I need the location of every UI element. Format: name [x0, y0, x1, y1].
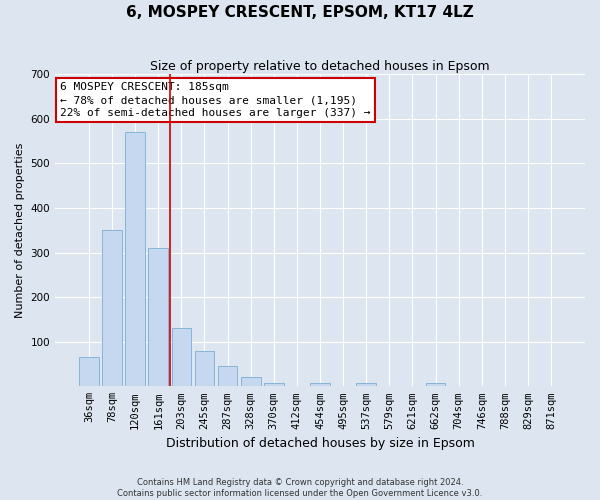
Bar [102, 230, 122, 386]
Bar [194, 350, 214, 386]
Bar [426, 382, 445, 386]
Text: 6, MOSPEY CRESCENT, EPSOM, KT17 4LZ: 6, MOSPEY CRESCENT, EPSOM, KT17 4LZ [126, 5, 474, 20]
Text: Contains HM Land Registry data © Crown copyright and database right 2024.
Contai: Contains HM Land Registry data © Crown c… [118, 478, 482, 498]
Bar [356, 382, 376, 386]
Bar [310, 382, 330, 386]
Bar [125, 132, 145, 386]
Bar [172, 328, 191, 386]
Title: Size of property relative to detached houses in Epsom: Size of property relative to detached ho… [150, 60, 490, 73]
Bar [148, 248, 168, 386]
Y-axis label: Number of detached properties: Number of detached properties [15, 142, 25, 318]
Bar [218, 366, 238, 386]
Bar [264, 382, 284, 386]
Bar [241, 378, 260, 386]
Text: 6 MOSPEY CRESCENT: 185sqm
← 78% of detached houses are smaller (1,195)
22% of se: 6 MOSPEY CRESCENT: 185sqm ← 78% of detac… [61, 82, 371, 118]
Bar [79, 358, 99, 386]
X-axis label: Distribution of detached houses by size in Epsom: Distribution of detached houses by size … [166, 437, 475, 450]
